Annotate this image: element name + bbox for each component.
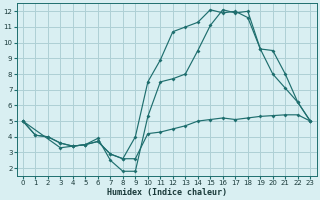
X-axis label: Humidex (Indice chaleur): Humidex (Indice chaleur) <box>107 188 227 197</box>
